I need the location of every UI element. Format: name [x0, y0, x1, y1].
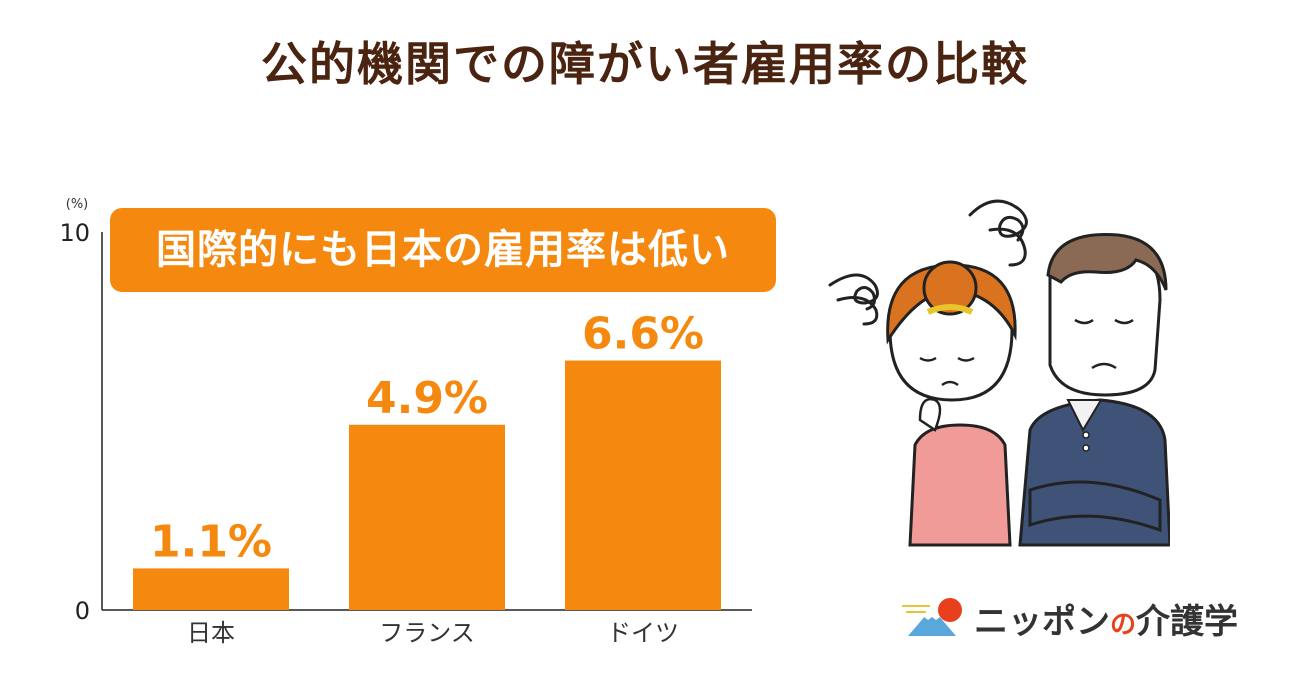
- bar-value-label: 4.9%: [366, 373, 488, 424]
- bar: [133, 568, 289, 610]
- y-axis-unit: (%): [66, 197, 89, 212]
- man-figure: [1018, 233, 1170, 547]
- y-tick-label: 0: [75, 597, 90, 625]
- page-title: 公的機関での障がい者雇用率の比較: [261, 37, 1029, 91]
- bar: [565, 360, 721, 610]
- woman-figure: [886, 260, 1017, 547]
- brand-logo[interactable]: ニッポンの介護学: [900, 588, 1260, 644]
- logo-text-part1: ニッポン: [974, 602, 1110, 642]
- bar-value-label: 1.1%: [150, 516, 272, 567]
- fuji-sun-icon: [902, 598, 962, 636]
- x-tick-label: フランス: [379, 619, 475, 647]
- logo-text-part3: 介護学: [1136, 602, 1239, 642]
- confused-swirl-icon: [828, 199, 1028, 326]
- bar-value-label: 6.6%: [582, 309, 704, 360]
- logo-text: ニッポンの介護学: [974, 594, 1238, 643]
- y-tick-label: 10: [59, 219, 90, 247]
- callout-banner: 国際的にも日本の雇用率は低い: [110, 208, 776, 292]
- x-tick-label: ドイツ: [607, 619, 679, 647]
- logo-text-part2: の: [1110, 610, 1137, 640]
- bar: [349, 424, 505, 610]
- x-tick-label: 日本: [187, 619, 235, 647]
- worried-people-illustration: [828, 199, 1170, 547]
